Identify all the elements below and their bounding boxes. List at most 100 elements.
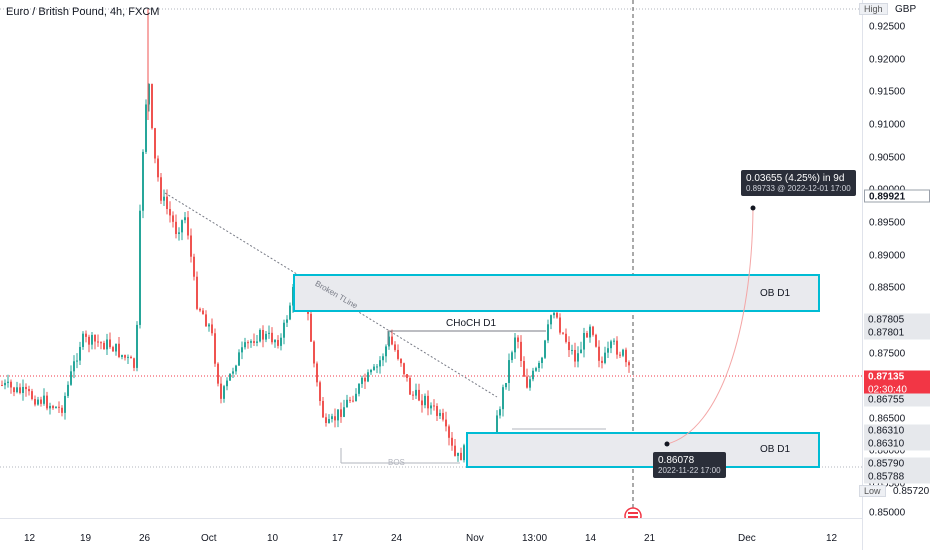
candle-body bbox=[52, 405, 54, 409]
symbol-title: Euro / British Pound, 4h, FXCM bbox=[6, 6, 160, 18]
candle-body bbox=[388, 336, 390, 347]
candle-body bbox=[613, 340, 615, 342]
time-tick-label: Oct bbox=[201, 533, 217, 544]
candle-body bbox=[250, 341, 252, 343]
candle-body bbox=[211, 324, 213, 334]
candle-body bbox=[16, 387, 18, 393]
economic-event-icon[interactable] bbox=[624, 507, 642, 518]
candle-body bbox=[289, 305, 291, 320]
candle-body bbox=[55, 406, 57, 409]
ob-lower-label: OB D1 bbox=[760, 444, 791, 455]
candle-body bbox=[43, 395, 45, 404]
candle-body bbox=[220, 383, 222, 399]
chart-pane[interactable]: Euro / British Pound, 4h, FXCM Broken TL… bbox=[0, 0, 862, 518]
candle-body bbox=[562, 332, 564, 334]
candle-body bbox=[427, 395, 429, 409]
candle-body bbox=[148, 84, 150, 105]
price-tick-label: 0.86000 bbox=[869, 445, 906, 457]
candle-body bbox=[373, 366, 375, 371]
time-tick-label: 14 bbox=[585, 533, 597, 544]
candle-body bbox=[355, 393, 357, 402]
candle-body bbox=[181, 220, 183, 233]
candle-body bbox=[328, 419, 330, 424]
ob-top-tag-1: 0.86310 bbox=[864, 424, 930, 438]
candle-body bbox=[223, 386, 225, 399]
candle-body bbox=[628, 362, 630, 366]
candle-body bbox=[136, 324, 138, 368]
candle-body bbox=[37, 399, 39, 405]
candle-body bbox=[85, 333, 87, 337]
time-tick-label: 12 bbox=[24, 533, 36, 544]
candle-body bbox=[40, 399, 42, 404]
price-axis[interactable]: High GBP 0.92500 0.92000 0.91500 0.91000 0.9… bbox=[859, 0, 932, 550]
candle-body bbox=[433, 405, 435, 407]
candle-body bbox=[592, 326, 594, 335]
candle-body bbox=[523, 361, 525, 377]
candle-body bbox=[151, 84, 153, 129]
candle-body bbox=[244, 342, 246, 348]
candle-body bbox=[256, 341, 258, 343]
candle-body bbox=[343, 407, 345, 417]
candle-body bbox=[574, 349, 576, 362]
candle-body bbox=[622, 349, 624, 356]
candle-body bbox=[589, 326, 591, 338]
candle-body bbox=[532, 370, 534, 380]
candle-body bbox=[364, 377, 366, 382]
high-label: High bbox=[859, 3, 888, 15]
price-tick-label: 0.86500 bbox=[869, 413, 906, 425]
candle-body bbox=[46, 395, 48, 409]
candle-body bbox=[106, 339, 108, 350]
candle-body bbox=[430, 405, 432, 409]
candle-body bbox=[325, 417, 327, 424]
ob-upper-label: OB D1 bbox=[760, 288, 791, 299]
candle-body bbox=[271, 332, 273, 343]
candle-body bbox=[514, 337, 516, 353]
candle-body bbox=[133, 358, 135, 368]
price-chart[interactable] bbox=[0, 0, 862, 518]
candle-body bbox=[508, 360, 510, 383]
bos-label: BOS bbox=[388, 458, 405, 467]
candle-body bbox=[352, 400, 354, 402]
candle-body bbox=[94, 334, 96, 342]
time-axis[interactable]: 12 19 26 Oct 10 17 24 Nov 13:00 14 21 Dec 12 bbox=[0, 518, 862, 551]
candle-body bbox=[103, 342, 105, 350]
candle-body bbox=[115, 343, 117, 352]
candle-body bbox=[202, 310, 204, 315]
candle-body bbox=[229, 373, 231, 381]
time-tick-label: Nov bbox=[466, 533, 484, 544]
candle-body bbox=[538, 363, 540, 369]
current-price-tag: 0.87135 bbox=[864, 370, 930, 384]
candle-body bbox=[19, 387, 21, 393]
candle-body bbox=[214, 333, 216, 364]
low-callout[interactable]: 0.86078 2022-11-22 17:00 bbox=[653, 452, 726, 478]
candle-body bbox=[505, 382, 507, 388]
candle-body bbox=[121, 355, 123, 357]
projection-line1: 0.03655 (4.25%) in 9d bbox=[746, 173, 845, 184]
candle-body bbox=[166, 196, 168, 209]
candle-body bbox=[280, 337, 282, 346]
candle-body bbox=[283, 322, 285, 338]
candle-body bbox=[565, 333, 567, 342]
candle-body bbox=[595, 334, 597, 347]
candle-body bbox=[262, 330, 264, 340]
projection-end-point bbox=[750, 205, 756, 211]
ob-top-tag-2: 0.86310 bbox=[864, 437, 930, 451]
projection-callout[interactable]: 0.03655 (4.25%) in 9d 0.89733 @ 2022-12-… bbox=[741, 170, 856, 196]
zone-top-tag-1: 0.87805 bbox=[864, 313, 930, 327]
candle-body bbox=[379, 360, 381, 367]
candle-body bbox=[415, 389, 417, 396]
prior-close-tag: 0.86755 bbox=[864, 393, 930, 407]
price-tick-label: 0.85500 bbox=[869, 478, 906, 490]
candle-body bbox=[451, 437, 453, 446]
candle-body bbox=[139, 210, 141, 325]
candle-body bbox=[109, 339, 111, 348]
candle-body bbox=[601, 360, 603, 363]
candle-body bbox=[445, 419, 447, 427]
price-tick-label: 0.92500 bbox=[869, 21, 906, 33]
candle-body bbox=[49, 405, 51, 409]
time-tick-label: 10 bbox=[267, 533, 279, 544]
candle-body bbox=[376, 366, 378, 368]
price-tick-label: 0.89500 bbox=[869, 217, 906, 229]
candle-body bbox=[400, 358, 402, 364]
candle-body bbox=[235, 365, 237, 372]
